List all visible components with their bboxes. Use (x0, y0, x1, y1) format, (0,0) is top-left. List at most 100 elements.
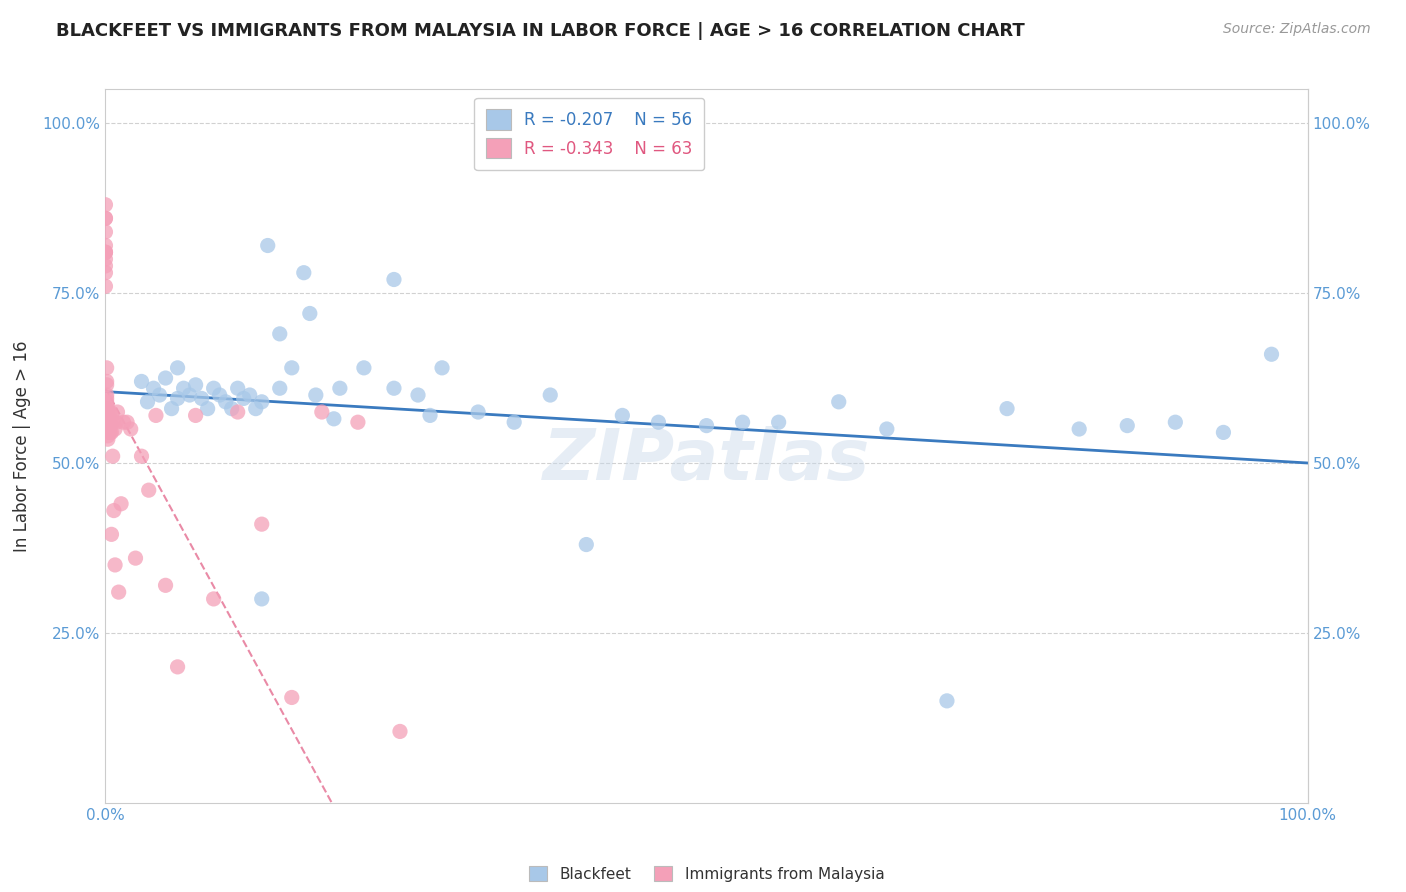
Point (94, 211, 117, 226)
Point (112, 415, 135, 429)
Point (430, 360, 453, 375)
Point (232, 392, 254, 406)
Point (1069, 422, 1091, 436)
Point (107, 585, 129, 599)
Point (281, 360, 304, 375)
Point (104, 558, 127, 572)
Point (214, 394, 236, 409)
Point (936, 694, 959, 708)
Point (184, 377, 207, 392)
Point (202, 381, 225, 395)
Point (94, 245, 117, 260)
Point (98, 415, 121, 429)
Point (503, 415, 526, 429)
Point (197, 401, 219, 416)
Point (166, 392, 188, 406)
Point (98, 405, 121, 419)
Point (173, 381, 195, 395)
Point (388, 724, 411, 739)
Point (131, 449, 153, 463)
Point (612, 409, 634, 423)
Point (179, 388, 201, 402)
Point (876, 422, 898, 436)
Point (110, 497, 132, 511)
Point (103, 503, 125, 517)
Point (94, 225, 117, 239)
Point (94, 245, 117, 260)
Point (97, 432, 120, 446)
Point (94, 245, 117, 260)
Point (155, 371, 177, 385)
Point (96, 409, 118, 423)
Point (136, 394, 159, 409)
Point (105, 415, 128, 429)
Point (269, 326, 291, 341)
Point (115, 415, 138, 429)
Point (148, 388, 170, 402)
Point (467, 405, 489, 419)
Point (239, 388, 262, 402)
Point (94, 259, 117, 273)
Point (96, 360, 118, 375)
Point (100, 527, 122, 541)
Point (329, 381, 352, 395)
Point (94, 198, 117, 212)
Point (96, 377, 118, 392)
Point (101, 449, 124, 463)
Point (131, 375, 153, 389)
Point (575, 537, 598, 551)
Point (250, 591, 273, 606)
Point (94, 211, 117, 226)
Point (208, 388, 231, 402)
Point (97, 415, 120, 429)
Point (269, 381, 291, 395)
Point (406, 388, 429, 402)
Point (768, 415, 790, 429)
Point (120, 422, 142, 436)
Text: BLACKFEET VS IMMIGRANTS FROM MALAYSIA IN LABOR FORCE | AGE > 16 CORRELATION CHAR: BLACKFEET VS IMMIGRANTS FROM MALAYSIA IN… (56, 22, 1025, 40)
Point (98, 415, 121, 429)
Point (281, 690, 304, 705)
Point (94, 252, 117, 266)
Point (1116, 418, 1139, 433)
Point (1164, 415, 1187, 429)
Point (166, 360, 188, 375)
Point (828, 394, 851, 409)
Point (96, 394, 118, 409)
Point (250, 394, 273, 409)
Point (419, 409, 441, 423)
Point (98, 418, 121, 433)
Point (184, 409, 207, 423)
Point (353, 360, 375, 375)
Point (245, 401, 267, 416)
Point (305, 388, 328, 402)
Point (104, 422, 127, 436)
Point (101, 415, 124, 429)
Point (94, 279, 117, 293)
Point (97, 429, 120, 443)
Point (166, 660, 188, 674)
Point (731, 415, 754, 429)
Point (382, 272, 405, 286)
Point (292, 266, 315, 280)
Point (94, 238, 117, 252)
Point (311, 405, 333, 419)
Point (100, 425, 122, 440)
Point (190, 392, 212, 406)
Point (97, 401, 120, 416)
Point (256, 238, 278, 252)
Text: ZIPatlas: ZIPatlas (543, 425, 870, 495)
Point (221, 401, 243, 416)
Point (226, 405, 249, 419)
Point (107, 405, 129, 419)
Point (142, 381, 165, 395)
Point (96, 401, 118, 416)
Point (97, 415, 120, 429)
Point (138, 483, 160, 498)
Point (696, 418, 718, 433)
Point (538, 388, 561, 402)
Point (322, 412, 344, 426)
Point (98, 425, 121, 440)
Point (347, 415, 370, 429)
Point (145, 409, 167, 423)
